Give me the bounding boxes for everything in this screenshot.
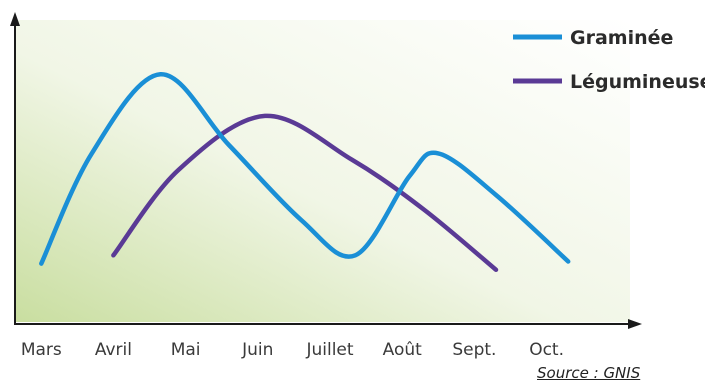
x-tick-label: Juin (241, 340, 273, 360)
x-tick-label: Oct. (529, 340, 564, 360)
x-axis-arrow (628, 319, 642, 329)
x-tick-label: Mai (171, 340, 201, 360)
series-line-legumineuse (111, 113, 499, 273)
plot-background (16, 20, 630, 322)
y-axis-arrow (10, 12, 20, 26)
x-tick-labels: Mars Avril Mai Juin Juillet Août Sept. Oct. (21, 340, 564, 360)
x-tick-label: Août (383, 340, 423, 360)
x-tick-label: Sept. (452, 340, 496, 360)
x-tick-label: Mars (21, 340, 62, 360)
series-layer (39, 72, 571, 273)
x-tick-label: Avril (95, 340, 132, 360)
source-label: Source : GNIS (537, 364, 641, 382)
legend: Graminée Légumineuse (513, 27, 705, 93)
x-tick-label: Juillet (305, 340, 353, 360)
legend-label: Graminée (570, 27, 673, 49)
legend-label: Légumineuse (570, 71, 705, 93)
series-line-graminee (39, 72, 571, 266)
